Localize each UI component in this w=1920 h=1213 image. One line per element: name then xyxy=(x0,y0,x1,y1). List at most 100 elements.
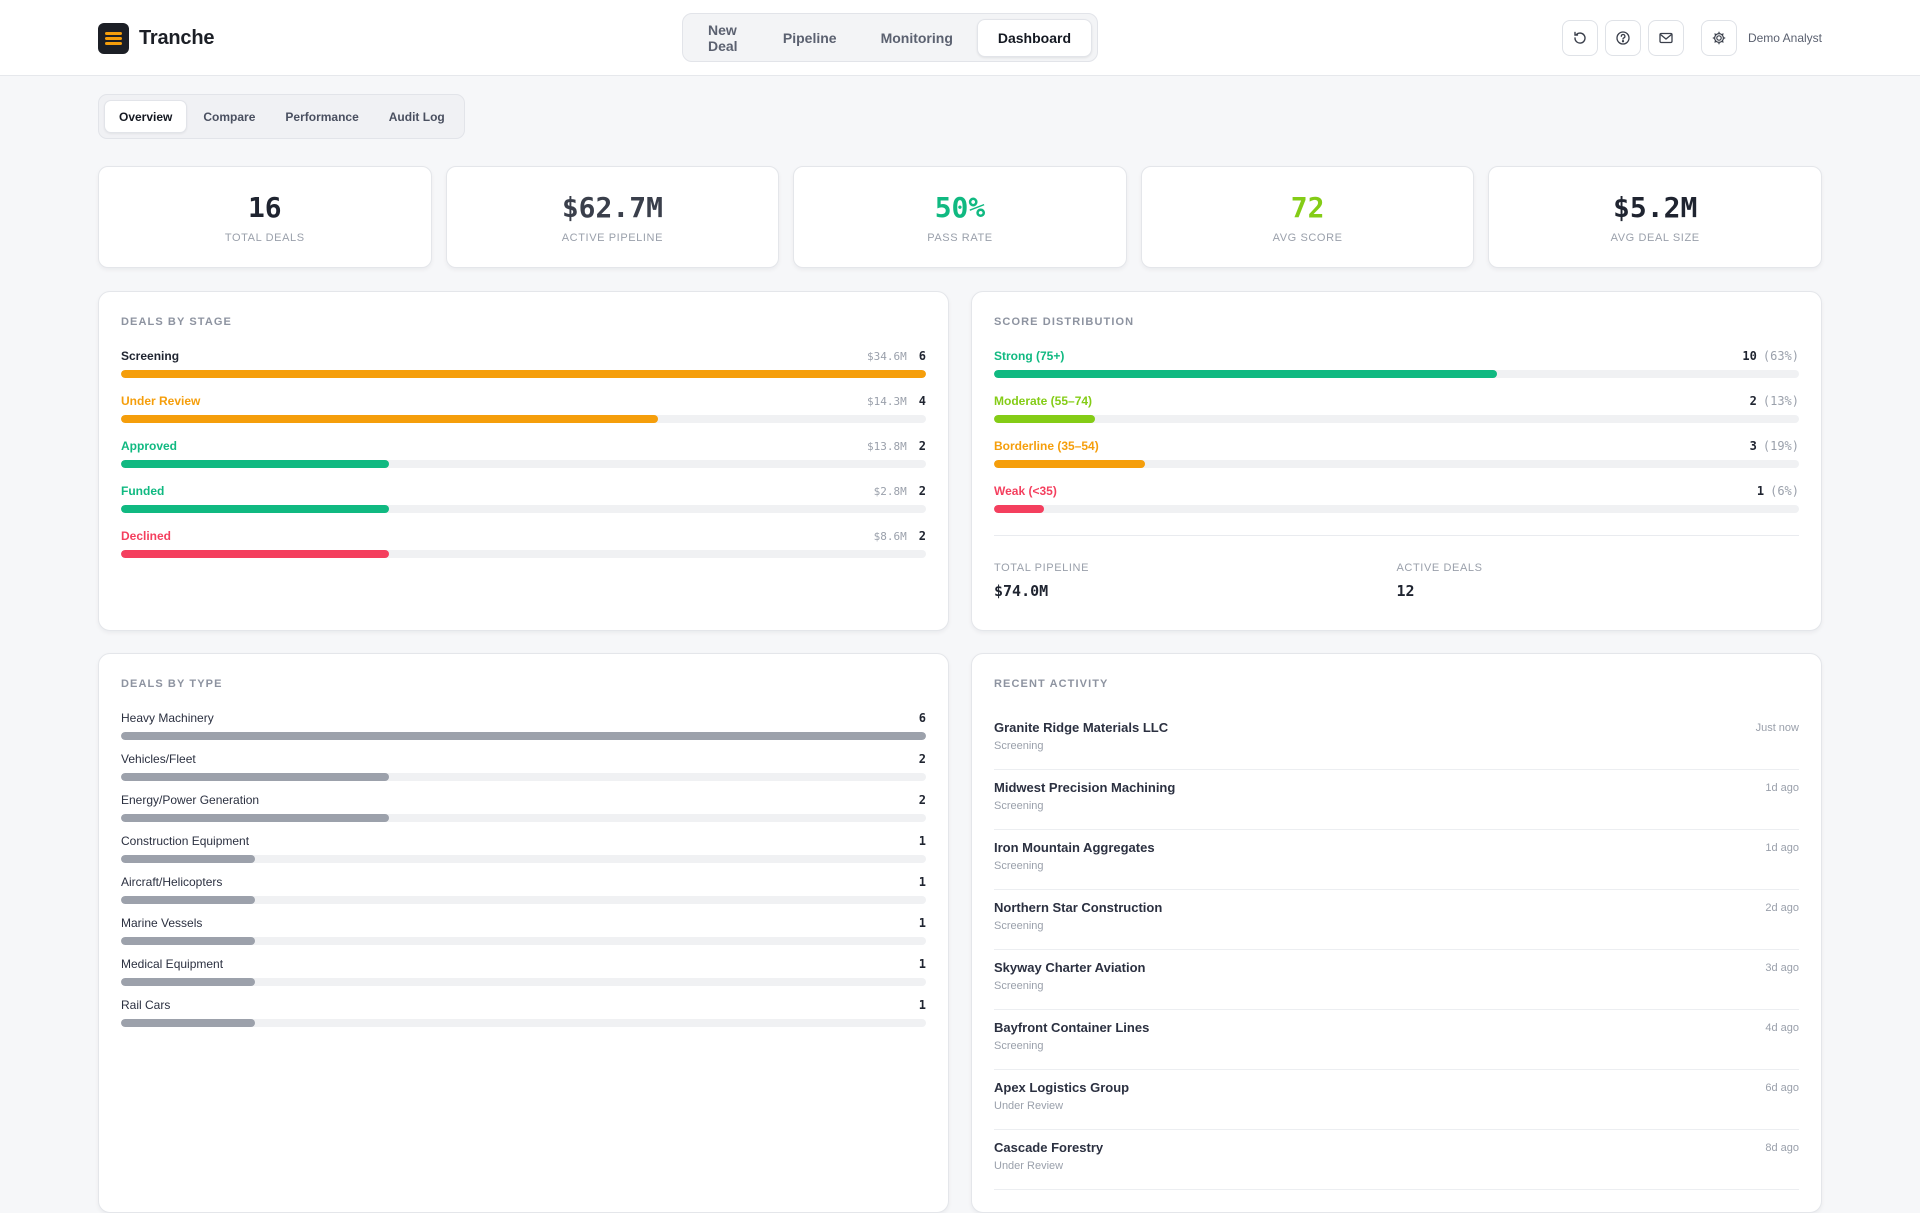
activity-stage: Screening xyxy=(994,980,1044,992)
settings-button[interactable] xyxy=(1700,20,1737,56)
activity-item[interactable]: Cascade Forestry Under Review 8d ago xyxy=(994,1130,1799,1190)
stage-bar-track xyxy=(121,370,926,378)
nav-pipeline[interactable]: Pipeline xyxy=(782,29,837,46)
activity-stage: Screening xyxy=(994,740,1044,752)
type-bar-track xyxy=(121,773,926,781)
activity-deal-name: Granite Ridge Materials LLC xyxy=(994,720,1169,735)
score-total: TOTAL PIPELINE $74.0M xyxy=(994,562,1397,600)
score-distribution-panel: SCORE DISTRIBUTION Strong (75+) 10 (63%) Mo… xyxy=(971,291,1822,631)
refresh-button[interactable] xyxy=(1561,20,1598,56)
type-row-head: Aircraft/Helicopters 1 xyxy=(121,874,926,890)
panel-title: DEALS BY STAGE xyxy=(121,316,232,328)
help-button[interactable] xyxy=(1604,20,1641,56)
mail-button[interactable] xyxy=(1647,20,1684,56)
brand[interactable]: Tranche xyxy=(98,22,215,54)
score-percent: (19%) xyxy=(1762,439,1799,453)
type-row[interactable]: Marine Vessels 1 xyxy=(121,915,926,945)
nav-monitoring[interactable]: Monitoring xyxy=(880,29,953,46)
score-values: 1 (6%) xyxy=(1757,484,1799,498)
stage-count: 4 xyxy=(918,394,926,408)
score-row[interactable]: Strong (75+) 10 (63%) xyxy=(994,348,1799,378)
stage-count: 2 xyxy=(918,439,926,453)
stage-row[interactable]: Under Review $14.3M 4 xyxy=(121,393,926,423)
score-bar-track xyxy=(994,370,1799,378)
activity-deal-name: Iron Mountain Aggregates xyxy=(994,840,1155,855)
score-bar-fill xyxy=(994,415,1095,423)
activity-item[interactable]: Midwest Precision Machining Screening 1d a… xyxy=(994,770,1799,830)
stage-row[interactable]: Funded $2.8M 2 xyxy=(121,483,926,513)
score-label: Moderate (55–74) xyxy=(994,394,1093,408)
score-bar-track xyxy=(994,505,1799,513)
header-actions: Demo Analyst xyxy=(1561,20,1822,56)
subtab-compare[interactable]: Compare xyxy=(203,109,256,124)
type-row[interactable]: Aircraft/Helicopters 1 xyxy=(121,874,926,904)
score-row[interactable]: Weak (<35) 1 (6%) xyxy=(994,483,1799,513)
stage-bar-track xyxy=(121,505,926,513)
stage-row-head: Funded $2.8M 2 xyxy=(121,483,926,499)
score-row[interactable]: Moderate (55–74) 2 (13%) xyxy=(994,393,1799,423)
stage-amount: $14.3M xyxy=(867,394,907,408)
stage-bar-track xyxy=(121,550,926,558)
score-list: Strong (75+) 10 (63%) Moderate (55–74) 2 (13%… xyxy=(994,348,1799,513)
score-row[interactable]: Borderline (35–54) 3 (19%) xyxy=(994,438,1799,468)
stage-amount: $13.8M xyxy=(867,439,907,453)
stage-amount: $8.6M xyxy=(873,529,907,543)
type-row[interactable]: Construction Equipment 1 xyxy=(121,833,926,863)
stage-label: Approved xyxy=(121,439,178,453)
score-total: ACTIVE DEALS 12 xyxy=(1397,562,1800,600)
score-label: Weak (<35) xyxy=(994,484,1057,498)
stage-list: Screening $34.6M 6 Under Review $14.3M 4 Appro… xyxy=(121,348,926,558)
tranche-logo-icon xyxy=(98,22,129,54)
score-count: 10 xyxy=(1742,349,1757,363)
type-row[interactable]: Energy/Power Generation 2 xyxy=(121,792,926,822)
kpi-card: 16 TOTAL DEALS xyxy=(98,166,432,268)
activity-deal-name: Apex Logistics Group xyxy=(994,1080,1130,1095)
activity-item[interactable]: Skyway Charter Aviation Screening 3d ago xyxy=(994,950,1799,1010)
activity-item[interactable]: Bayfront Container Lines Screening 4d ago xyxy=(994,1010,1799,1070)
stage-amount: $2.8M xyxy=(873,484,907,498)
type-row[interactable]: Vehicles/Fleet 2 xyxy=(121,751,926,781)
score-total-value: 12 xyxy=(1396,582,1415,600)
kpi-card: 50% PASS RATE xyxy=(793,166,1127,268)
type-bar-track xyxy=(121,896,926,904)
stage-label: Declined xyxy=(121,529,172,543)
activity-time: 1d ago xyxy=(1765,782,1799,794)
type-count: 2 xyxy=(918,752,926,766)
type-count: 1 xyxy=(918,875,926,889)
type-bar-fill xyxy=(121,978,256,986)
stage-values: $14.3M 4 xyxy=(867,394,926,408)
nav-dashboard[interactable]: Dashboard xyxy=(976,18,1092,57)
type-bar-track xyxy=(121,937,926,945)
subtab-overview[interactable]: Overview xyxy=(104,100,188,133)
stage-values: $34.6M 6 xyxy=(867,349,926,363)
kpi-card: 72 AVG SCORE xyxy=(1140,166,1475,268)
score-row-head: Weak (<35) 1 (6%) xyxy=(994,483,1799,499)
type-count: 6 xyxy=(918,711,926,725)
score-bar-fill xyxy=(994,370,1498,378)
user-name[interactable]: Demo Analyst xyxy=(1747,31,1822,45)
activity-item[interactable]: Apex Logistics Group Under Review 6d ago xyxy=(994,1070,1799,1130)
activity-stage: Screening xyxy=(994,800,1044,812)
mail-icon xyxy=(1659,32,1673,44)
activity-item[interactable]: Iron Mountain Aggregates Screening 1d ago xyxy=(994,830,1799,890)
activity-item[interactable]: Granite Ridge Materials LLC Screening Just… xyxy=(994,710,1799,770)
type-count: 1 xyxy=(918,834,926,848)
nav-new-deal[interactable]: New Deal xyxy=(708,21,738,54)
score-bar-track xyxy=(994,415,1799,423)
stage-row[interactable]: Screening $34.6M 6 xyxy=(121,348,926,378)
subtab-audit-log[interactable]: Audit Log xyxy=(388,109,445,124)
stage-row[interactable]: Declined $8.6M 2 xyxy=(121,528,926,558)
stage-row[interactable]: Approved $13.8M 2 xyxy=(121,438,926,468)
type-row[interactable]: Rail Cars 1 xyxy=(121,997,926,1027)
subtab-performance[interactable]: Performance xyxy=(285,109,359,124)
type-row[interactable]: Heavy Machinery 6 xyxy=(121,710,926,740)
score-total-label: TOTAL PIPELINE xyxy=(994,562,1090,574)
score-values: 3 (19%) xyxy=(1750,439,1799,453)
activity-item[interactable]: Northern Star Construction Screening 2d ag… xyxy=(994,890,1799,950)
activity-deal-name: Cascade Forestry xyxy=(994,1140,1104,1155)
divider xyxy=(994,535,1799,536)
stage-amount: $34.6M xyxy=(867,349,907,363)
stage-values: $2.8M 2 xyxy=(874,484,926,498)
type-row[interactable]: Medical Equipment 1 xyxy=(121,956,926,986)
recent-activity-panel: RECENT ACTIVITY Granite Ridge Materials … xyxy=(971,653,1822,1213)
